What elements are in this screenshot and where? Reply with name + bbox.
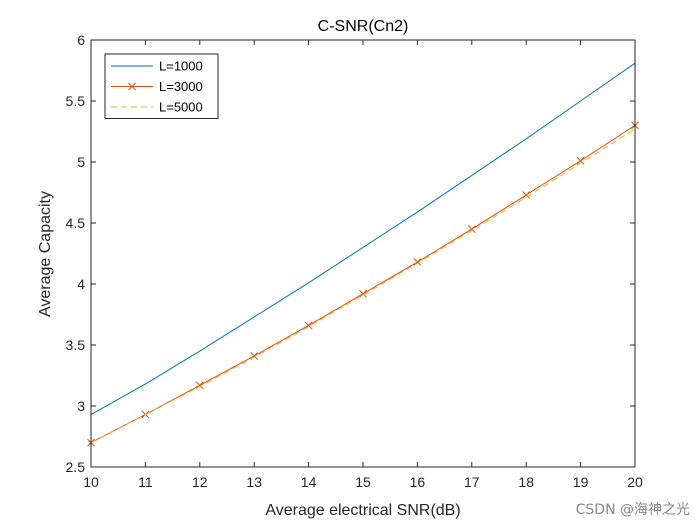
data-point-marker bbox=[576, 156, 585, 165]
y-tick-label: 3.5 bbox=[66, 337, 86, 353]
x-tick-label: 15 bbox=[355, 474, 371, 490]
y-tick-label: 6 bbox=[77, 32, 85, 48]
y-tick-label: 4 bbox=[77, 276, 85, 292]
x-axis-title: Average electrical SNR(dB) bbox=[265, 502, 460, 519]
y-tick-label: 3 bbox=[77, 398, 85, 414]
legend: L=1000 L=3000 L=5000 bbox=[104, 53, 219, 119]
legend-entry-label: L=3000 bbox=[159, 79, 203, 94]
legend-marker-sample bbox=[128, 82, 136, 91]
y-axis-title: Average Capacity bbox=[37, 191, 54, 317]
data-point-marker bbox=[195, 381, 204, 390]
x-tick-label: 20 bbox=[627, 474, 643, 490]
y-tick-label: 2.5 bbox=[66, 459, 86, 475]
data-point-marker bbox=[522, 191, 531, 199]
y-tick-label: 4.5 bbox=[66, 215, 86, 231]
x-tick-label: 12 bbox=[192, 474, 208, 490]
legend-entry-label: L=5000 bbox=[159, 100, 203, 115]
x-tick-label: 19 bbox=[573, 474, 589, 490]
series-line-l-5000 bbox=[90, 128, 636, 444]
y-tick-label: 5.5 bbox=[66, 93, 86, 109]
x-tick-label: 11 bbox=[138, 474, 153, 490]
x-tick-label: 10 bbox=[83, 474, 99, 490]
data-point-marker bbox=[359, 289, 367, 298]
series-line-l-1000 bbox=[90, 62, 636, 415]
y-tick-label: 5 bbox=[77, 154, 85, 170]
x-tick-label: 13 bbox=[246, 474, 262, 490]
x-tick-label: 17 bbox=[464, 474, 480, 490]
legend-entry-label: L=1000 bbox=[159, 59, 203, 74]
series-layer bbox=[87, 62, 639, 447]
x-tick-label: 14 bbox=[301, 474, 317, 490]
data-point-marker bbox=[413, 258, 422, 266]
watermark-text: CSDN @海神之光 bbox=[576, 502, 690, 518]
chart-title: C-SNR(Cn2) bbox=[318, 18, 409, 35]
x-tick-label: 18 bbox=[518, 474, 534, 490]
x-tick-label: 16 bbox=[410, 474, 426, 490]
axes-layer: 10 11 12 13 14 15 16 17 18 19 20 2.5 3 3.5 4 4.5 5 5.5 6 bbox=[66, 32, 643, 490]
